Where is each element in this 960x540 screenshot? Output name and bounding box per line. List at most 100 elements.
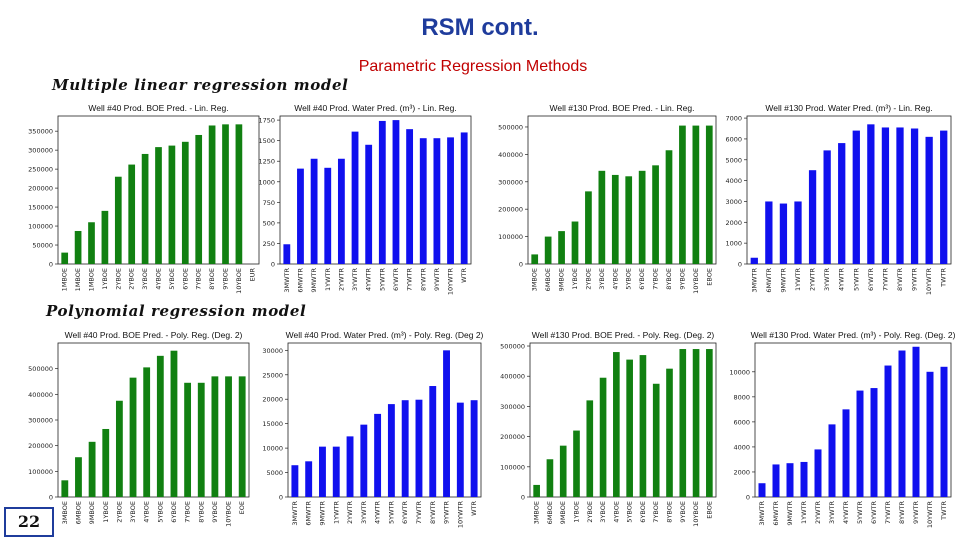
x-tick-label: 10YBOE (692, 268, 700, 294)
bar (88, 441, 96, 497)
x-tick-label: 7YWTR (406, 268, 414, 292)
y-tick-label: 0 (49, 494, 53, 502)
y-tick-label: 0 (519, 261, 523, 269)
bar (692, 349, 700, 497)
plot-frame (57, 342, 250, 498)
x-tick-label: 6YBOE (639, 501, 647, 523)
bar (940, 366, 948, 497)
y-tick-label: 4000 (733, 443, 750, 451)
chart-title: Well #130 Prod. BOE Pred. - Poly. Reg. (… (532, 330, 715, 340)
x-tick-label: 7YBOE (184, 501, 192, 523)
plot-frame (287, 342, 482, 498)
x-tick-label: 7YWTR (881, 268, 889, 292)
x-tick-label: 9YWTR (443, 501, 451, 525)
x-tick-label: 3YWTR (351, 268, 359, 292)
x-tick-label: 10YBOE (225, 501, 233, 527)
chart-well40-boe-lin: Well #40 Prod. BOE Pred. - Lin. Reg. 0 500… (28, 103, 260, 294)
slide-subtitle: Parametric Regression Methods (358, 58, 588, 75)
x-tick-label: 2YWTR (337, 268, 345, 292)
bar (170, 350, 178, 497)
x-tick-label: 10YWTR (456, 501, 464, 529)
y-tick-label: 0 (271, 261, 275, 269)
bar (429, 386, 437, 497)
linear-section-title: Multiple linear regression model (52, 76, 349, 94)
x-tick-label: 7YWTR (884, 501, 892, 525)
y-tick-label: 400000 (500, 373, 525, 381)
bar (75, 457, 82, 497)
bar (392, 120, 400, 264)
x-tick-label: 9YBOE (211, 501, 219, 523)
chart-well130-water-poly: Well #130 Prod. Water Pred. (m³) - Poly.… (729, 330, 955, 528)
bar (470, 400, 478, 497)
chart-title: Well #40 Prod. Water Pred. (m³) - Poly. … (286, 330, 484, 340)
x-tick-label: 3MWTR (758, 501, 766, 526)
x-tick-label: 10YWTR (925, 268, 933, 296)
bar (559, 445, 567, 497)
bar (181, 141, 189, 264)
x-tick-label: 5YWTR (856, 501, 864, 525)
x-tick-label: 7YBOE (195, 268, 203, 290)
bar (940, 130, 948, 264)
y-tick-label: 50000 (32, 242, 53, 250)
x-tick-label: 5YWTR (378, 268, 386, 292)
x-tick-label: 6YWTR (401, 501, 409, 525)
bar (310, 158, 318, 264)
y-tick-label: 0 (279, 494, 283, 502)
x-tick-label: 2YBOE (586, 501, 594, 523)
x-tick-label: 2YWTR (346, 501, 354, 525)
x-tick-label: 9MBOE (559, 501, 567, 524)
bar (765, 201, 773, 264)
chart-well130-boe-lin: Well #130 Prod. BOE Pred. - Lin. Reg. 0 10… (498, 103, 717, 294)
bar (61, 252, 69, 264)
bar (705, 125, 713, 264)
y-tick-label: 7000 (725, 115, 742, 123)
bar (544, 236, 552, 264)
y-tick-label: 0 (49, 261, 53, 269)
bar (531, 254, 539, 264)
y-tick-label: 250 (263, 240, 275, 248)
y-tick-label: 0 (521, 494, 525, 502)
bar (912, 346, 920, 497)
bar (772, 464, 780, 497)
y-tick-label: 300000 (500, 403, 525, 411)
x-tick-label: 8YBOE (208, 268, 216, 290)
y-tick-label: 750 (263, 199, 275, 207)
bar (665, 150, 673, 264)
x-tick-label: 6MWTR (765, 268, 773, 293)
x-tick-label: 8YBOE (665, 268, 673, 290)
bar (365, 144, 373, 264)
bar (814, 449, 822, 497)
bar (558, 231, 565, 264)
y-tick-label: 200000 (28, 185, 53, 193)
bar (74, 230, 82, 264)
x-tick-label: 10YBOE (692, 501, 700, 527)
chart-well40-boe-poly: Well #40 Prod. BOE Pred. - Poly. Reg. (D… (28, 330, 250, 527)
x-tick-label: 6MWTR (772, 501, 780, 526)
y-tick-label: 20000 (262, 396, 283, 404)
x-tick-label: 9MBOE (558, 268, 566, 291)
bar (415, 399, 423, 497)
y-tick-label: 30000 (262, 347, 283, 355)
bar (419, 138, 427, 264)
x-tick-label: 6YWTR (867, 268, 875, 292)
bar (679, 349, 687, 497)
y-tick-label: 1000 (258, 178, 275, 186)
bar (61, 480, 69, 497)
bar (102, 428, 110, 497)
bar (881, 127, 890, 265)
x-tick-label: 5YBOE (168, 268, 176, 290)
y-tick-label: 25000 (262, 371, 283, 379)
bar (115, 400, 123, 497)
y-tick-label: 1750 (258, 117, 275, 125)
chart-title: Well #130 Prod. BOE Pred. - Lin. Reg. (550, 103, 695, 113)
x-tick-label: 2YWTR (809, 268, 817, 292)
x-tick-label: 3YWTR (360, 501, 368, 525)
bar (898, 350, 906, 497)
x-tick-label: 1YBOE (102, 501, 110, 523)
x-tick-label: 3MBOE (531, 268, 539, 291)
bar (211, 376, 219, 497)
bar (571, 221, 579, 264)
x-tick-label: EUR (248, 268, 256, 282)
bar (639, 355, 647, 497)
x-tick-label: 10YBOE (235, 268, 243, 294)
